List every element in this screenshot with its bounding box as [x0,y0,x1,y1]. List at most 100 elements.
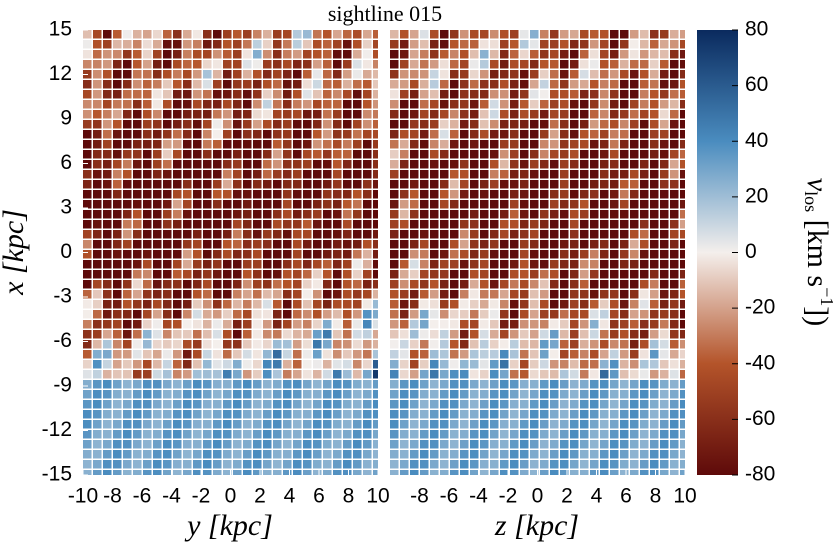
field-cell [283,210,292,219]
field-cell [83,310,92,319]
field-cell [640,300,649,309]
field-cell [620,450,629,459]
field-cell [193,90,202,99]
field-cell [163,40,172,49]
field-cell [343,50,352,59]
field-cell [153,420,162,429]
field-cell [123,170,132,179]
field-cell [163,460,172,469]
field-cell [600,160,609,169]
field-cell [480,410,489,419]
field-cell [500,70,509,79]
field-cell [670,240,679,249]
field-cell [570,440,579,449]
field-cell [630,260,639,269]
field-cell [233,60,242,69]
field-cell [670,470,679,475]
field-cell [113,260,122,269]
field-cell [113,370,122,379]
field-cell [333,290,342,299]
field-cell [283,280,292,289]
field-cell [123,80,132,89]
field-cell [490,380,499,389]
colorbar-tick-label: 60 [745,73,768,96]
field-cell [400,230,409,239]
field-cell [183,230,192,239]
field-cell [560,110,569,119]
field-cell [193,360,202,369]
field-cell [600,190,609,199]
field-cell [630,180,639,189]
field-cell [293,90,302,99]
field-cell [273,380,282,389]
field-cell [620,160,629,169]
field-cell [373,380,378,389]
field-cell [273,250,282,259]
field-cell [223,310,232,319]
field-cell [410,260,419,269]
field-cell [353,430,362,439]
field-cell [373,180,378,189]
field-cell [610,140,619,149]
field-cell [113,280,122,289]
field-cell [420,130,429,139]
field-cell [103,120,112,129]
field-cell [123,110,132,119]
field-cell [530,450,539,459]
field-cell [520,200,529,209]
field-cell [520,140,529,149]
field-cell [263,460,272,469]
field-cell [233,160,242,169]
field-cell [530,400,539,409]
field-cell [540,340,549,349]
field-cell [500,190,509,199]
field-cell [610,70,619,79]
field-cell [560,410,569,419]
field-cell [460,360,469,369]
field-cell [223,390,232,399]
colorbar-tick-label: -40 [745,351,775,374]
field-cell [153,440,162,449]
field-cell [480,70,489,79]
field-cell [480,430,489,439]
field-cell [600,50,609,59]
field-cell [143,60,152,69]
field-cell [93,260,102,269]
field-cell [400,280,409,289]
field-cell [313,140,322,149]
field-cell [363,260,372,269]
field-cell [93,240,102,249]
field-cell [660,290,669,299]
field-cell [293,230,302,239]
field-cell [163,420,172,429]
field-cell [203,350,212,359]
field-cell [143,100,152,109]
field-cell [143,210,152,219]
field-cell [390,200,399,209]
field-cell [243,420,252,429]
field-cell [133,160,142,169]
field-cell [173,210,182,219]
field-cell [113,50,122,59]
field-cell [273,310,282,319]
field-cell [440,60,449,69]
field-cell [263,270,272,279]
field-cell [233,460,242,469]
field-cell [353,220,362,229]
field-cell [500,60,509,69]
field-cell [203,160,212,169]
field-cell [283,250,292,259]
field-cell [143,450,152,459]
field-cell [253,260,262,269]
field-cell [510,90,519,99]
field-cell [353,200,362,209]
field-cell [193,470,202,475]
field-cell [670,80,679,89]
field-cell [253,140,262,149]
field-cell [500,200,509,209]
field-cell [430,460,439,469]
field-cell [173,440,182,449]
field-cell [450,370,459,379]
field-cell [163,120,172,129]
field-cell [143,260,152,269]
